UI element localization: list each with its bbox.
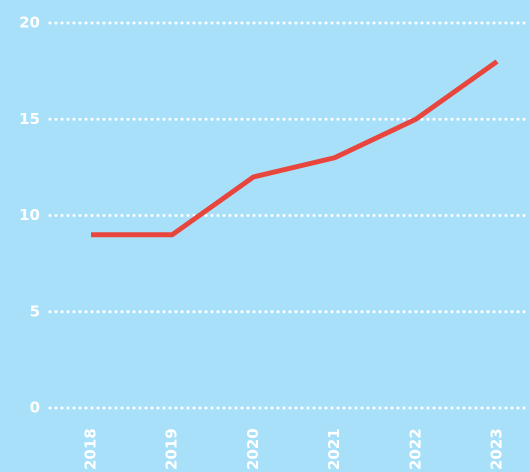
y-tick-label: 15 bbox=[19, 110, 40, 128]
y-tick-label: 20 bbox=[19, 14, 40, 32]
x-tick-label: 2022 bbox=[406, 428, 424, 470]
x-tick-label: 2023 bbox=[488, 428, 506, 470]
x-tick-label: 2018 bbox=[82, 428, 100, 470]
y-tick-label: 0 bbox=[30, 399, 40, 417]
y-tick-label: 5 bbox=[30, 302, 40, 320]
x-tick-label: 2021 bbox=[325, 428, 343, 470]
x-tick-label: 2020 bbox=[244, 428, 262, 470]
x-tick-label: 2019 bbox=[163, 428, 181, 470]
y-tick-label: 10 bbox=[19, 206, 40, 224]
line bbox=[91, 59, 499, 238]
